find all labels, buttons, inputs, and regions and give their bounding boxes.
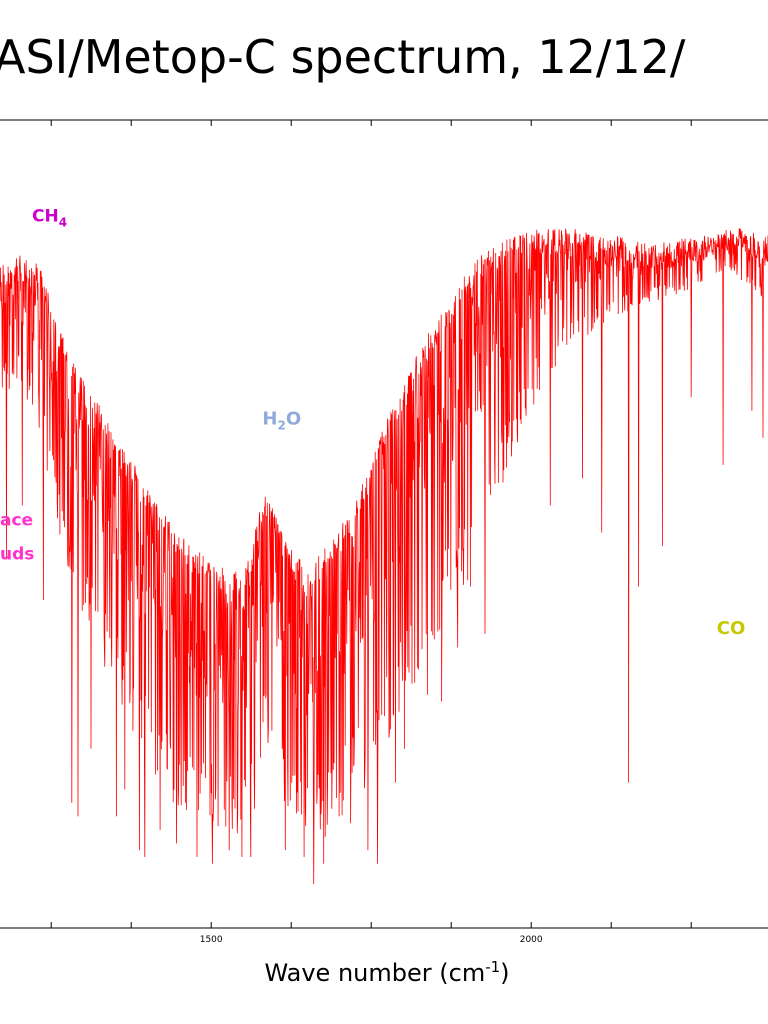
annotation-surface2: uds <box>0 545 34 565</box>
annotation-subscript: 4 <box>59 216 67 230</box>
annotation-co: CO <box>717 618 746 639</box>
spectrum-series <box>0 228 768 885</box>
x-tick-label: 2000 <box>520 935 543 945</box>
annotation-h2o: H2O <box>262 408 301 432</box>
x-axis-label: Wave number (cm-1) <box>264 958 509 987</box>
annotation-text: H <box>262 408 277 429</box>
annotation-text: CH <box>32 207 59 227</box>
annotation-tail: O <box>286 408 301 429</box>
spectrum-line <box>0 228 768 885</box>
annotation-text: ace <box>0 511 33 531</box>
annotation-ch4: CH4 <box>32 207 67 230</box>
x-axis-ticks: 1500 2000 <box>50 120 692 945</box>
page-title: ASI/Metop-C spectrum, 12/12/ <box>0 30 686 84</box>
annotation-text: uds <box>0 545 34 565</box>
annotation-surface1: ace <box>0 511 33 531</box>
annotation-subscript: 2 <box>277 418 285 432</box>
annotation-text: CO <box>717 618 746 639</box>
x-tick-label: 1500 <box>200 935 223 945</box>
